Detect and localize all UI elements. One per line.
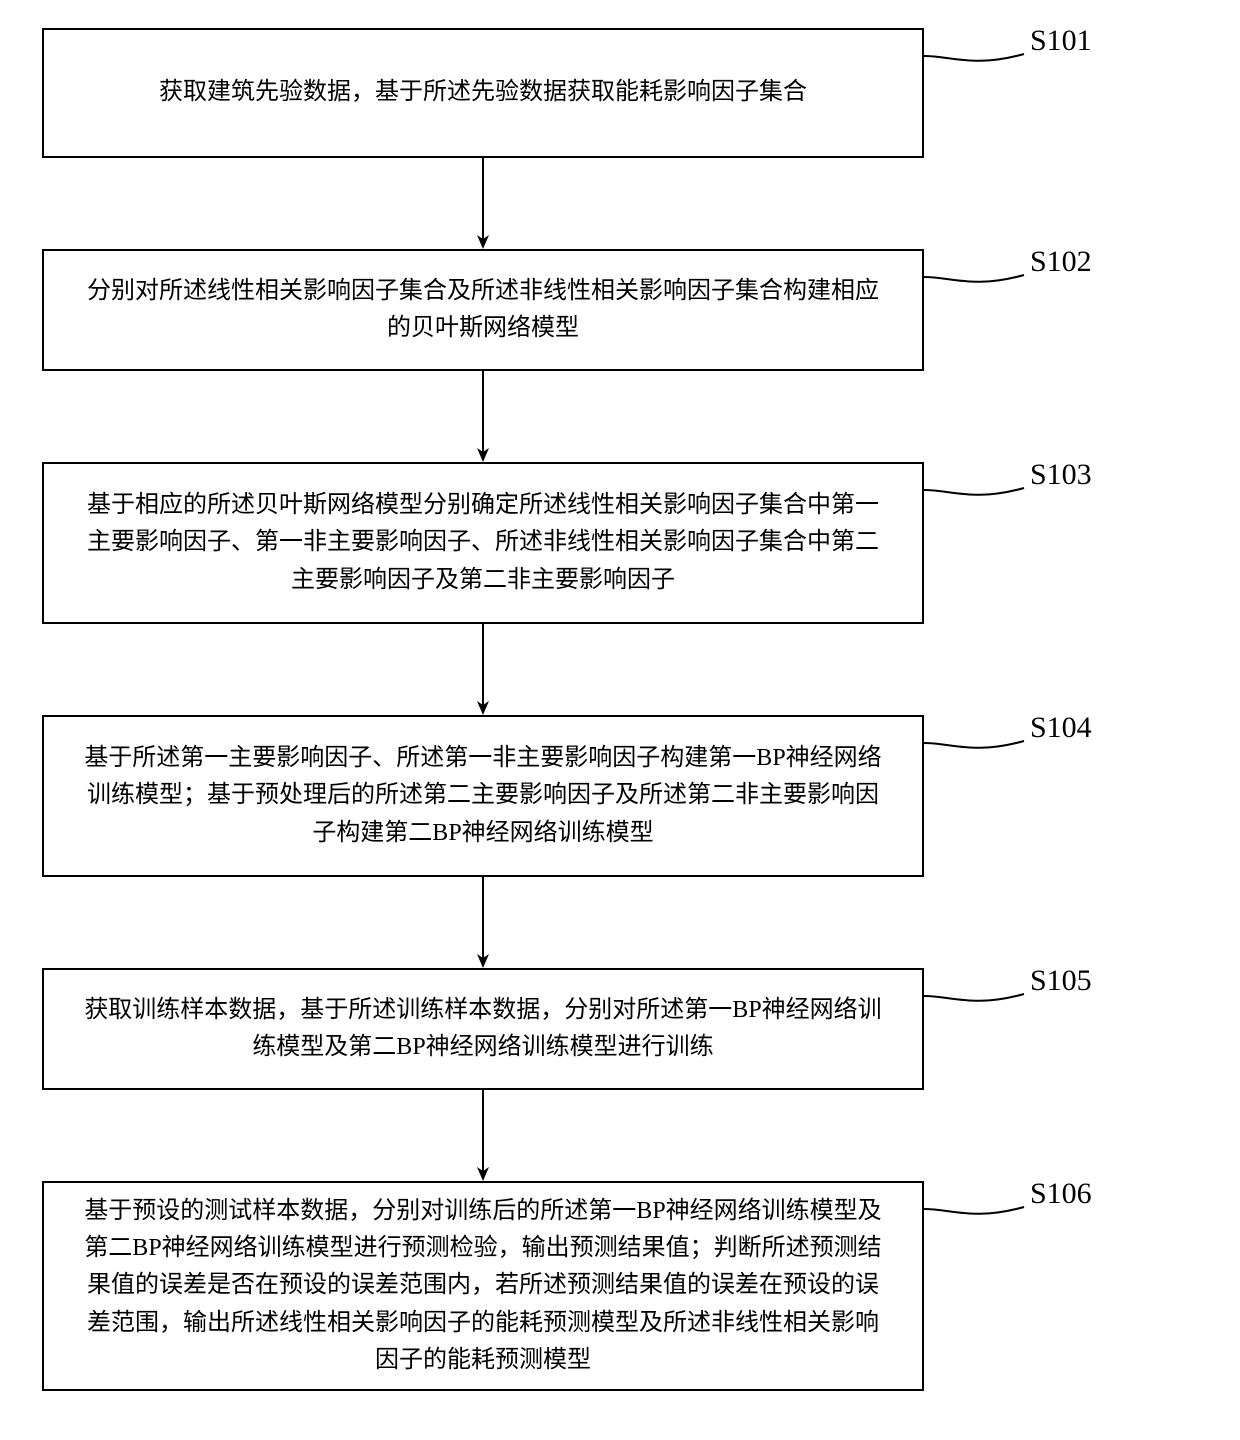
step-label-s106: S106 xyxy=(1030,1177,1092,1211)
step-label-s103: S103 xyxy=(1030,458,1092,492)
step-box-s101: 获取建筑先验数据，基于所述先验数据获取能耗影响因子集合 xyxy=(42,28,924,158)
step-text: 分别对所述线性相关影响因子集合及所述非线性相关影响因子集合构建相应的贝叶斯网络模… xyxy=(84,273,882,347)
step-box-s106: 基于预设的测试样本数据，分别对训练后的所述第一BP神经网络训练模型及第二BP神经… xyxy=(42,1181,924,1391)
step-label-s102: S102 xyxy=(1030,245,1092,279)
step-label-s104: S104 xyxy=(1030,711,1092,745)
step-label-s101: S101 xyxy=(1030,24,1092,58)
step-box-s105: 获取训练样本数据，基于所述训练样本数据，分别对所述第一BP神经网络训练模型及第二… xyxy=(42,968,924,1090)
step-text: 获取训练样本数据，基于所述训练样本数据，分别对所述第一BP神经网络训练模型及第二… xyxy=(84,992,882,1066)
step-box-s102: 分别对所述线性相关影响因子集合及所述非线性相关影响因子集合构建相应的贝叶斯网络模… xyxy=(42,249,924,371)
step-text: 基于所述第一主要影响因子、所述第一非主要影响因子构建第一BP神经网络训练模型；基… xyxy=(84,740,882,852)
step-label-s105: S105 xyxy=(1030,964,1092,998)
step-text: 基于相应的所述贝叶斯网络模型分别确定所述线性相关影响因子集合中第一主要影响因子、… xyxy=(84,487,882,599)
step-box-s104: 基于所述第一主要影响因子、所述第一非主要影响因子构建第一BP神经网络训练模型；基… xyxy=(42,715,924,877)
step-text: 基于预设的测试样本数据，分别对训练后的所述第一BP神经网络训练模型及第二BP神经… xyxy=(84,1193,882,1379)
step-text: 获取建筑先验数据，基于所述先验数据获取能耗影响因子集合 xyxy=(159,74,807,111)
step-box-s103: 基于相应的所述贝叶斯网络模型分别确定所述线性相关影响因子集合中第一主要影响因子、… xyxy=(42,462,924,624)
flowchart-canvas: 获取建筑先验数据，基于所述先验数据获取能耗影响因子集合 分别对所述线性相关影响因… xyxy=(0,0,1240,1440)
